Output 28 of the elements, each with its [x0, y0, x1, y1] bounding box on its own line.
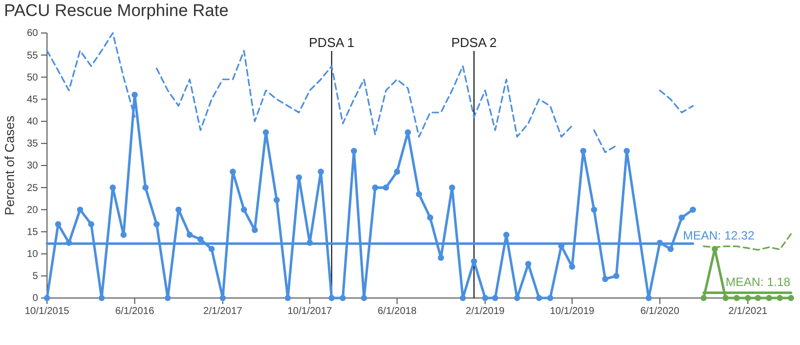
x-tick-label: 6/1/2020	[640, 306, 680, 318]
y-tick-label: 30	[26, 160, 38, 172]
x-tick-label: 10/1/2017	[287, 306, 332, 318]
x-tick-label: 10/1/2015	[24, 306, 70, 318]
y-tick-label: 35	[26, 138, 38, 150]
y-tick-label: 55	[26, 50, 38, 62]
y-tick-label: 60	[26, 28, 38, 40]
x-tick-label: 10/1/2019	[550, 306, 595, 318]
y-tick-label: 5	[32, 271, 38, 282]
series-label: MEAN: 1.18	[726, 274, 791, 289]
y-tick-label: 45	[26, 94, 38, 106]
y-tick-label: 10	[26, 249, 38, 260]
y-tick-label: 0	[32, 293, 38, 304]
x-tick-label: 2/1/2017	[203, 306, 243, 318]
y-tick-label: 25	[26, 182, 38, 194]
x-tick-label: 6/1/2016	[115, 306, 155, 318]
ref-line-label: PDSA 1	[308, 35, 354, 50]
x-tick-label: 2/1/2021	[728, 306, 768, 318]
y-tick-label: 15	[26, 226, 38, 238]
y-tick-label: 40	[26, 116, 38, 128]
y-tick-label: 20	[26, 204, 38, 216]
y-tick-label: 50	[26, 72, 38, 84]
ref-line-label: PDSA 2	[451, 35, 497, 50]
x-tick-label: 2/1/2019	[466, 306, 506, 318]
series-label: MEAN: 12.32	[683, 228, 755, 243]
chart-title: PACU Rescue Morphine Rate	[4, 1, 229, 20]
y-axis-title: Percent of Cases	[2, 115, 17, 216]
x-tick-label: 6/1/2018	[378, 306, 417, 318]
